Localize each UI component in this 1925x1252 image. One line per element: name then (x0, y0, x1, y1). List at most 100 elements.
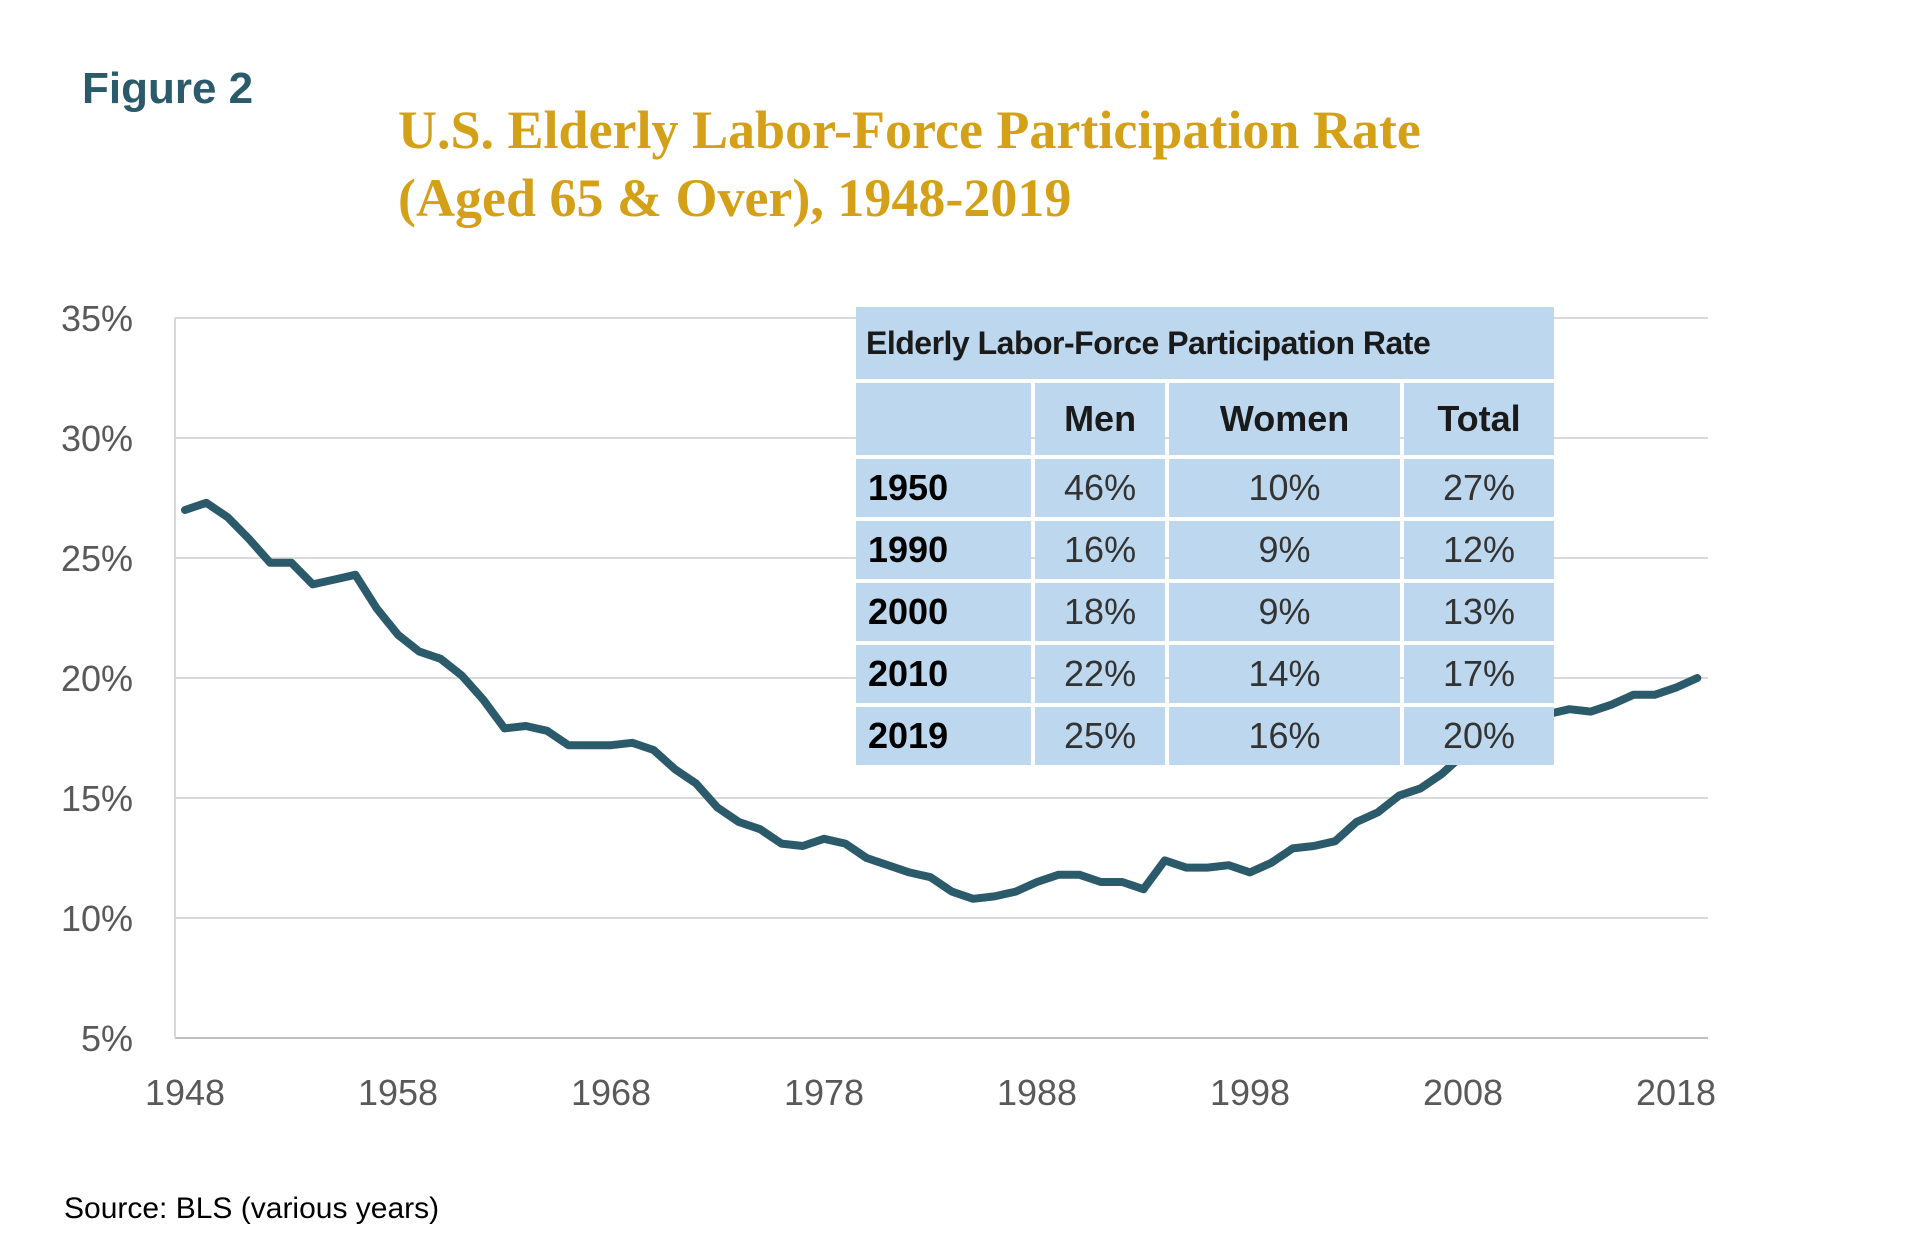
data-point (823, 837, 825, 840)
data-point (375, 607, 378, 610)
data-point (333, 578, 336, 581)
data-point (1653, 693, 1656, 696)
data-point (886, 864, 889, 867)
data-point (397, 633, 399, 636)
x-tick-label: 2018 (1636, 1072, 1716, 1113)
table-row: 1950 46% 10% 27% (856, 459, 1554, 517)
data-point (1227, 864, 1230, 867)
data-point (1291, 847, 1294, 850)
figure-label: Figure 2 (82, 64, 254, 113)
series-points (184, 501, 1699, 900)
source-note: Source: BLS (various years) (64, 1192, 440, 1225)
data-point (226, 516, 229, 519)
data-point (1440, 773, 1443, 775)
data-point (1270, 861, 1273, 864)
data-point (1632, 693, 1635, 696)
data-point (1014, 890, 1017, 893)
table-cell-men: 16% (1035, 521, 1166, 579)
table-cell-men: 46% (1035, 459, 1166, 517)
data-point (1589, 710, 1592, 713)
data-point (205, 501, 208, 504)
data-point (184, 509, 186, 511)
table-cell-total: 17% (1403, 645, 1554, 703)
table-cell-men: 18% (1035, 583, 1166, 641)
data-point (1675, 686, 1677, 689)
table-cell-women: 9% (1169, 583, 1400, 641)
y-axis: 5% 10% 15% 20% 25% 30% 35% (61, 298, 133, 1059)
data-point (503, 727, 506, 730)
data-point (844, 842, 847, 845)
data-point (1249, 871, 1251, 874)
table-cell-total: 20% (1403, 707, 1554, 765)
data-point (546, 729, 549, 732)
data-point (1099, 881, 1102, 883)
data-point (524, 725, 527, 727)
table-header-men: Men (1035, 383, 1166, 455)
data-point (1078, 873, 1081, 876)
table-header-total: Total (1403, 383, 1554, 455)
data-point (354, 573, 357, 576)
table-row: 2010 22% 14% 17% (856, 645, 1554, 703)
table-row: 2000 18% 9% 13% (856, 583, 1554, 641)
data-point (588, 744, 591, 747)
table-row-year: 1990 (856, 521, 1031, 579)
table-row-year: 2010 (856, 645, 1031, 703)
data-point (695, 782, 698, 785)
data-point (482, 698, 485, 701)
table-cell-total: 13% (1403, 583, 1554, 641)
data-point (1036, 881, 1038, 883)
data-point (1334, 840, 1337, 843)
data-point (631, 741, 634, 744)
x-tick-label: 1968 (571, 1072, 651, 1113)
data-point (865, 857, 868, 859)
data-point (1057, 873, 1060, 876)
data-point (247, 537, 250, 540)
table-cell-women: 16% (1169, 707, 1400, 765)
table-cell-men: 22% (1035, 645, 1166, 703)
table-cell-women: 9% (1169, 521, 1400, 579)
x-tick-label: 1988 (997, 1072, 1077, 1113)
data-point (460, 674, 463, 677)
data-point (269, 561, 272, 564)
data-point (1142, 888, 1145, 891)
x-tick-label: 1958 (358, 1072, 438, 1113)
x-tick-label: 2008 (1423, 1072, 1503, 1113)
table-cell-women: 10% (1169, 459, 1400, 517)
data-point (439, 657, 442, 660)
data-point (652, 749, 655, 751)
y-tick-label: 25% (61, 538, 133, 579)
data-point (290, 561, 293, 564)
data-point (1121, 881, 1124, 883)
data-point (1355, 821, 1358, 823)
data-point (780, 842, 783, 845)
data-point (950, 890, 953, 893)
title-line-2: (Aged 65 & Over), 1948-2019 (398, 168, 1072, 228)
table-header-row: Men Women Total (856, 383, 1554, 455)
table-cell-women: 14% (1169, 645, 1400, 703)
data-point (673, 768, 676, 771)
x-tick-label: 1978 (784, 1072, 864, 1113)
x-axis: 1948 1958 1968 1978 1988 1998 2008 2018 (145, 1072, 1716, 1113)
data-point (418, 650, 421, 653)
table-row: 1990 16% 9% 12% (856, 521, 1554, 579)
data-point (972, 897, 975, 900)
data-point (610, 744, 612, 747)
table-row-year: 2000 (856, 583, 1031, 641)
x-tick-label: 1998 (1210, 1072, 1290, 1113)
data-point (1312, 845, 1315, 847)
table-cell-total: 27% (1403, 459, 1554, 517)
data-point (929, 876, 932, 879)
data-point (737, 821, 740, 823)
y-tick-label: 5% (81, 1018, 133, 1059)
data-point (908, 871, 911, 874)
data-point (1185, 866, 1188, 869)
data-point (1419, 787, 1422, 790)
data-point (993, 895, 996, 898)
data-point (1398, 794, 1401, 797)
table-cell-men: 25% (1035, 707, 1166, 765)
title-line-1: U.S. Elderly Labor-Force Participation R… (398, 100, 1421, 160)
table-header-blank (856, 383, 1031, 455)
y-tick-label: 30% (61, 418, 133, 459)
y-tick-label: 35% (61, 298, 133, 339)
data-point (311, 583, 314, 586)
